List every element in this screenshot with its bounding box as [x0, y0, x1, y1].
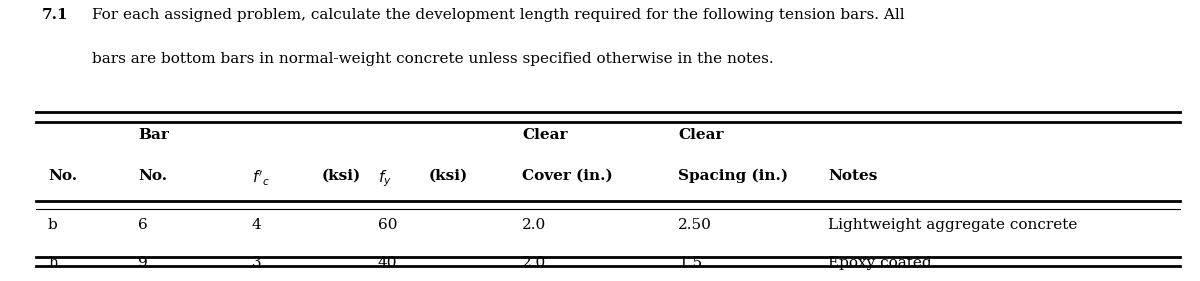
Text: (ksi): (ksi): [428, 169, 468, 183]
Text: Notes: Notes: [828, 169, 877, 183]
Text: h: h: [48, 256, 58, 270]
Text: (ksi): (ksi): [322, 169, 361, 183]
Text: $f_y$: $f_y$: [378, 169, 391, 189]
Text: bars are bottom bars in normal-weight concrete unless specified otherwise in the: bars are bottom bars in normal-weight co…: [92, 52, 774, 66]
Text: For each assigned problem, calculate the development length required for the fol: For each assigned problem, calculate the…: [92, 8, 905, 22]
Text: Spacing (in.): Spacing (in.): [678, 169, 788, 183]
Text: Epoxy coated: Epoxy coated: [828, 256, 931, 270]
Text: Cover (in.): Cover (in.): [522, 169, 613, 183]
Text: 4: 4: [252, 218, 262, 232]
Text: Bar: Bar: [138, 128, 169, 142]
Text: Clear: Clear: [522, 128, 568, 142]
Text: 1.5: 1.5: [678, 256, 702, 270]
Text: 7.1: 7.1: [42, 8, 68, 22]
Text: No.: No.: [138, 169, 167, 183]
Text: 2.0: 2.0: [522, 218, 546, 232]
Text: 2.0: 2.0: [522, 256, 546, 270]
Text: b: b: [48, 218, 58, 232]
Text: 6: 6: [138, 218, 148, 232]
Text: 3: 3: [252, 256, 262, 270]
Text: Clear: Clear: [678, 128, 724, 142]
Text: Lightweight aggregate concrete: Lightweight aggregate concrete: [828, 218, 1078, 232]
Text: 2.50: 2.50: [678, 218, 712, 232]
Text: 40: 40: [378, 256, 397, 270]
Text: 60: 60: [378, 218, 397, 232]
Text: 9: 9: [138, 256, 148, 270]
Text: No.: No.: [48, 169, 77, 183]
Text: $f'_c$: $f'_c$: [252, 169, 270, 188]
